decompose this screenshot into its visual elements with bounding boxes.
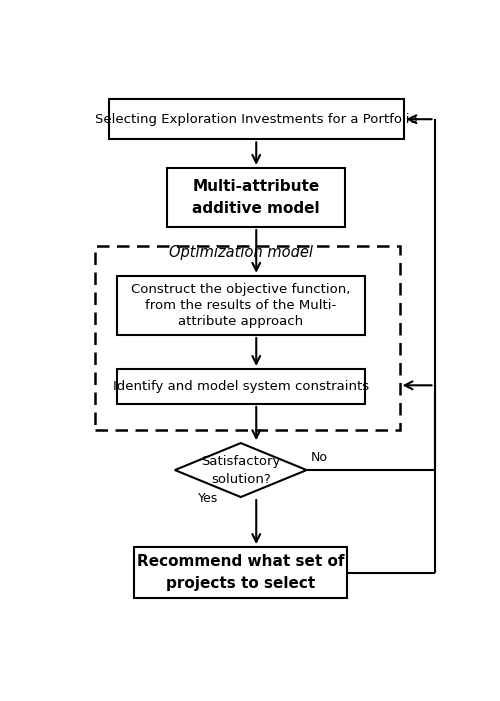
Text: Recommend what set of
projects to select: Recommend what set of projects to select (137, 554, 344, 591)
Text: Satisfactory
solution?: Satisfactory solution? (201, 454, 280, 486)
Polygon shape (175, 443, 306, 497)
FancyBboxPatch shape (109, 99, 404, 139)
FancyBboxPatch shape (134, 547, 348, 598)
FancyBboxPatch shape (117, 275, 365, 335)
Text: No: No (310, 451, 328, 464)
Text: Yes: Yes (198, 491, 218, 505)
Text: attribute approach: attribute approach (178, 315, 304, 328)
Text: from the results of the Multi-: from the results of the Multi- (145, 299, 336, 312)
Text: Construct the objective function,: Construct the objective function, (131, 283, 350, 296)
FancyBboxPatch shape (96, 246, 400, 430)
Text: Selecting Exploration Investments for a Portfolio: Selecting Exploration Investments for a … (95, 113, 418, 125)
FancyBboxPatch shape (117, 369, 365, 404)
FancyBboxPatch shape (167, 168, 346, 227)
Text: Identify and model system constraints: Identify and model system constraints (112, 380, 369, 393)
Text: Optimization model: Optimization model (169, 245, 313, 260)
Text: Multi-attribute
additive model: Multi-attribute additive model (192, 179, 320, 216)
